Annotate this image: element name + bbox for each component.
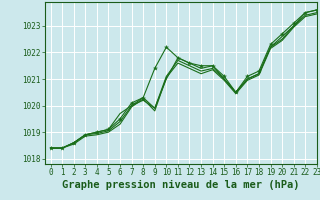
X-axis label: Graphe pression niveau de la mer (hPa): Graphe pression niveau de la mer (hPa)	[62, 180, 300, 190]
